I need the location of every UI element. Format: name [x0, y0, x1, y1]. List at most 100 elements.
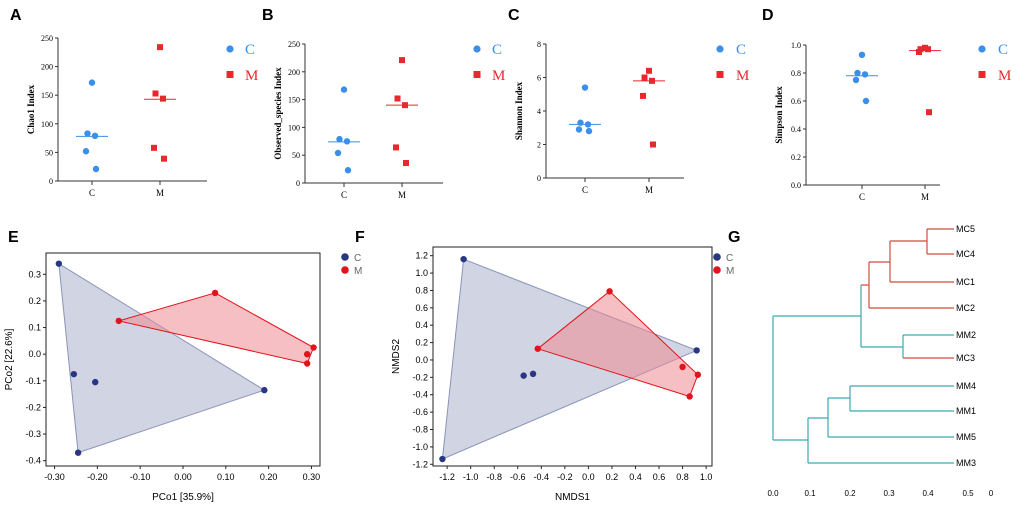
y-tick-label: 0.1: [28, 323, 41, 333]
y-tick-label: -0.4: [412, 390, 428, 400]
data-point-c: [70, 370, 78, 378]
y-tick-label: 6: [537, 74, 541, 83]
legend-marker-c: [978, 45, 986, 53]
legend-marker-m: [341, 266, 349, 274]
dendrogram-g: 0.0 0.1 0.2 0.3 0.4 0.5 0 MC5 MC4 MC1 MC2 MM2 MC3 MM4…: [767, 224, 993, 498]
data-point-c: [261, 386, 268, 394]
x-tick-label: 0.0: [582, 472, 595, 482]
panel-label-g: G: [728, 229, 740, 246]
data-point-m: [393, 144, 399, 151]
legend-marker-m: [716, 71, 724, 78]
y-tick-label: 50: [292, 151, 300, 160]
x-tick-label: M: [921, 192, 929, 202]
data-point-c: [861, 71, 869, 78]
data-point-m: [310, 344, 317, 351]
y-tick-label: 200: [288, 68, 300, 77]
data-point-c: [577, 119, 584, 126]
y-tick-label: 0.0: [791, 181, 801, 190]
legend-marker-c: [716, 45, 724, 53]
panel-label-a: A: [10, 7, 22, 24]
leaf-label: MM5: [956, 432, 976, 442]
data-point-c: [340, 86, 348, 93]
panel-label-b: B: [262, 7, 274, 24]
leaf-label: MM3: [956, 458, 976, 468]
y-tick-label: 0.8: [791, 69, 801, 78]
leaf-label: MM4: [956, 381, 976, 391]
x-tick-label: -0.8: [486, 472, 502, 482]
y-axis-label: Simpson Index: [774, 86, 784, 144]
data-point-c: [529, 370, 537, 378]
y-tick-label: 4: [537, 107, 541, 116]
data-point-m: [303, 360, 311, 367]
data-point-m: [161, 155, 167, 162]
data-point-m: [606, 288, 613, 295]
x-tick-label: -0.20: [87, 472, 108, 482]
y-tick-label: 0: [296, 179, 300, 188]
y-tick-label: 0.2: [415, 338, 428, 348]
x-tick-label: -0.30: [44, 472, 65, 482]
y-tick-label: 0: [49, 177, 53, 186]
y-tick-label: 150: [288, 96, 300, 105]
y-tick-label: 250: [41, 34, 53, 43]
data-point-m: [641, 74, 648, 81]
y-tick-label: 200: [41, 63, 53, 72]
x-tick-label: -1.0: [463, 472, 479, 482]
data-point-c: [88, 79, 96, 86]
y-tick-label: -1.0: [412, 442, 428, 452]
y-tick-label: 8: [537, 40, 541, 49]
data-point-c: [334, 149, 342, 157]
y-tick-label: -0.6: [412, 407, 428, 417]
leaf-label: MM2: [956, 330, 976, 340]
data-point-c: [74, 449, 82, 456]
y-tick-label: -0.2: [25, 402, 41, 412]
legend-label-c: C: [998, 42, 1008, 58]
leaf-label: MC1: [956, 277, 975, 287]
y-tick-label: 0.0: [415, 355, 428, 365]
y-tick-label: 0: [537, 174, 541, 183]
data-point-c: [852, 76, 860, 84]
x-tick-label: M: [156, 188, 164, 198]
data-point-c: [343, 138, 351, 145]
data-point-m: [679, 363, 686, 371]
y-tick-label: 1.0: [791, 41, 801, 50]
y-axis-label: Shannon Index: [514, 81, 524, 140]
leaf-label: MM1: [956, 406, 976, 416]
legend-label-c: C: [736, 42, 746, 58]
y-axis-label: NMDS2: [391, 339, 402, 374]
legend-label-c: C: [354, 253, 361, 264]
x-tick-label: C: [341, 190, 347, 200]
y-tick-label: 1.2: [415, 251, 428, 261]
x-tick-label: M: [398, 190, 406, 200]
data-point-m: [646, 67, 652, 74]
legend-label-m: M: [998, 68, 1011, 84]
data-point-c: [92, 165, 100, 173]
x-tick-label: M: [645, 185, 653, 195]
legend-marker-m: [226, 71, 234, 78]
data-point-c: [336, 135, 343, 143]
data-point-c: [439, 455, 446, 463]
data-point-c: [55, 260, 63, 267]
y-tick-label: 250: [288, 40, 300, 49]
hull-c: [58, 262, 266, 454]
data-point-m: [534, 345, 541, 352]
x-tick-label: 0.8: [676, 472, 689, 482]
legend-marker-c: [341, 253, 349, 261]
y-axis-label: Observed_species Index: [273, 67, 283, 160]
data-point-c: [460, 255, 467, 263]
y-tick-label: 100: [41, 120, 53, 129]
y-tick-label: 150: [41, 91, 53, 100]
x-tick-label: C: [859, 192, 865, 202]
legend-marker-c: [473, 45, 481, 53]
data-point-m: [926, 109, 932, 116]
x-tick-label: -0.6: [510, 472, 526, 482]
x-axis-label: NMDS1: [555, 492, 590, 503]
ordination-plot-e: -0.30 -0.20 -0.10 0.00 0.10 0.20 0.30 -0.4 -0.3 -…: [4, 252, 362, 503]
data-point-c: [92, 378, 99, 386]
x-tick-label: 0.6: [653, 472, 666, 482]
y-axis-label: PCo2 [22.6%]: [4, 328, 15, 390]
legend-marker-c: [713, 253, 721, 261]
